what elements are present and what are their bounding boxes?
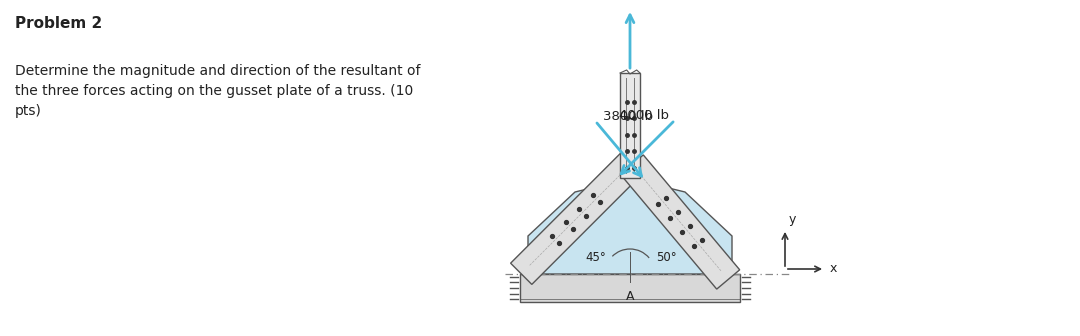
- Text: 50°: 50°: [656, 251, 676, 264]
- Text: 3800 lb: 3800 lb: [603, 111, 653, 123]
- Text: Problem 2: Problem 2: [15, 16, 103, 31]
- Text: Determine the magnitude and direction of the resultant of
the three forces actin: Determine the magnitude and direction of…: [15, 64, 420, 118]
- Bar: [620, 73, 640, 178]
- Polygon shape: [511, 154, 642, 284]
- Text: 45°: 45°: [585, 251, 606, 264]
- Text: A: A: [625, 290, 634, 303]
- Text: y: y: [789, 213, 796, 226]
- Text: x: x: [831, 262, 837, 276]
- Text: 6200 lb: 6200 lb: [605, 0, 656, 2]
- Text: 4000 lb: 4000 lb: [619, 110, 670, 122]
- Polygon shape: [528, 174, 732, 274]
- Bar: [519, 274, 740, 302]
- Polygon shape: [620, 155, 740, 289]
